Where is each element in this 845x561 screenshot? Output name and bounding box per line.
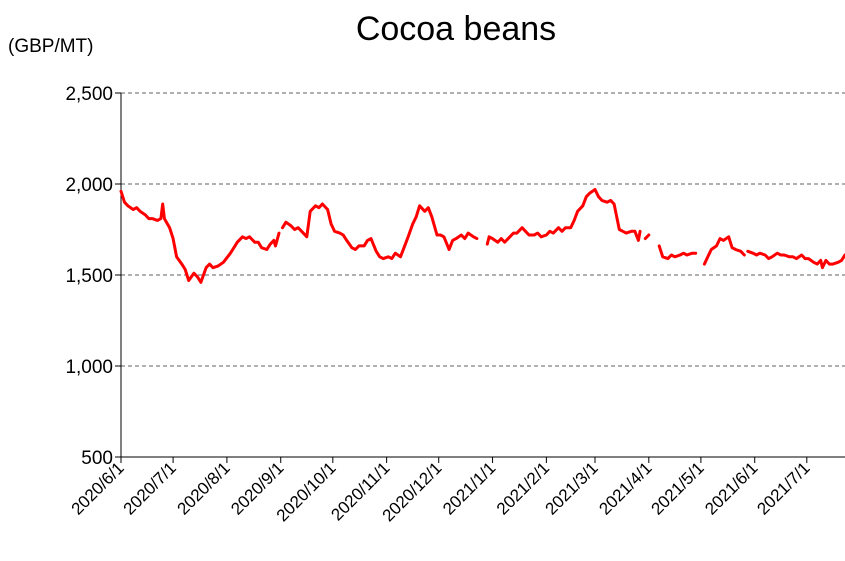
series-line-segment — [485, 188, 642, 246]
y-axis-unit-label: (GBP/MT) — [8, 36, 94, 57]
x-tick-label: 2020/8/1 — [174, 458, 234, 518]
y-tick-labels: 2,500 2,000 1,500 1,000 500 — [65, 84, 113, 469]
series-line-segment — [702, 235, 746, 266]
x-tick-label: 2021/3/1 — [542, 458, 602, 518]
axes — [115, 92, 845, 463]
x-tick-label: 2021/4/1 — [595, 458, 655, 518]
x-tick-label: 2021/7/1 — [753, 458, 813, 518]
series-line-segment — [119, 189, 281, 284]
y-tick-label: 1,000 — [65, 357, 113, 378]
y-tick-label: 2,000 — [65, 175, 113, 196]
series-line-segment — [643, 233, 651, 241]
y-tick-label: 2,500 — [65, 84, 113, 105]
x-tick-label: 2021/5/1 — [647, 458, 707, 518]
x-tick-label: 2020/7/1 — [120, 458, 180, 518]
y-tick-label: 500 — [81, 448, 113, 469]
x-tick-label: 2021/6/1 — [701, 458, 761, 518]
series-line-segment — [746, 249, 845, 270]
x-tick-label: 2021/2/1 — [493, 458, 553, 518]
series-line-segment — [281, 202, 479, 261]
x-tick-label: 2021/1/1 — [439, 458, 499, 518]
series-line-segment — [657, 244, 698, 261]
gridlines — [121, 92, 845, 367]
x-tick-labels: 2020/6/12020/7/12020/8/12020/9/12020/10/… — [68, 458, 814, 525]
y-tick-label: 1,500 — [65, 266, 113, 287]
series — [119, 188, 845, 284]
chart-title: Cocoa beans — [356, 10, 556, 48]
